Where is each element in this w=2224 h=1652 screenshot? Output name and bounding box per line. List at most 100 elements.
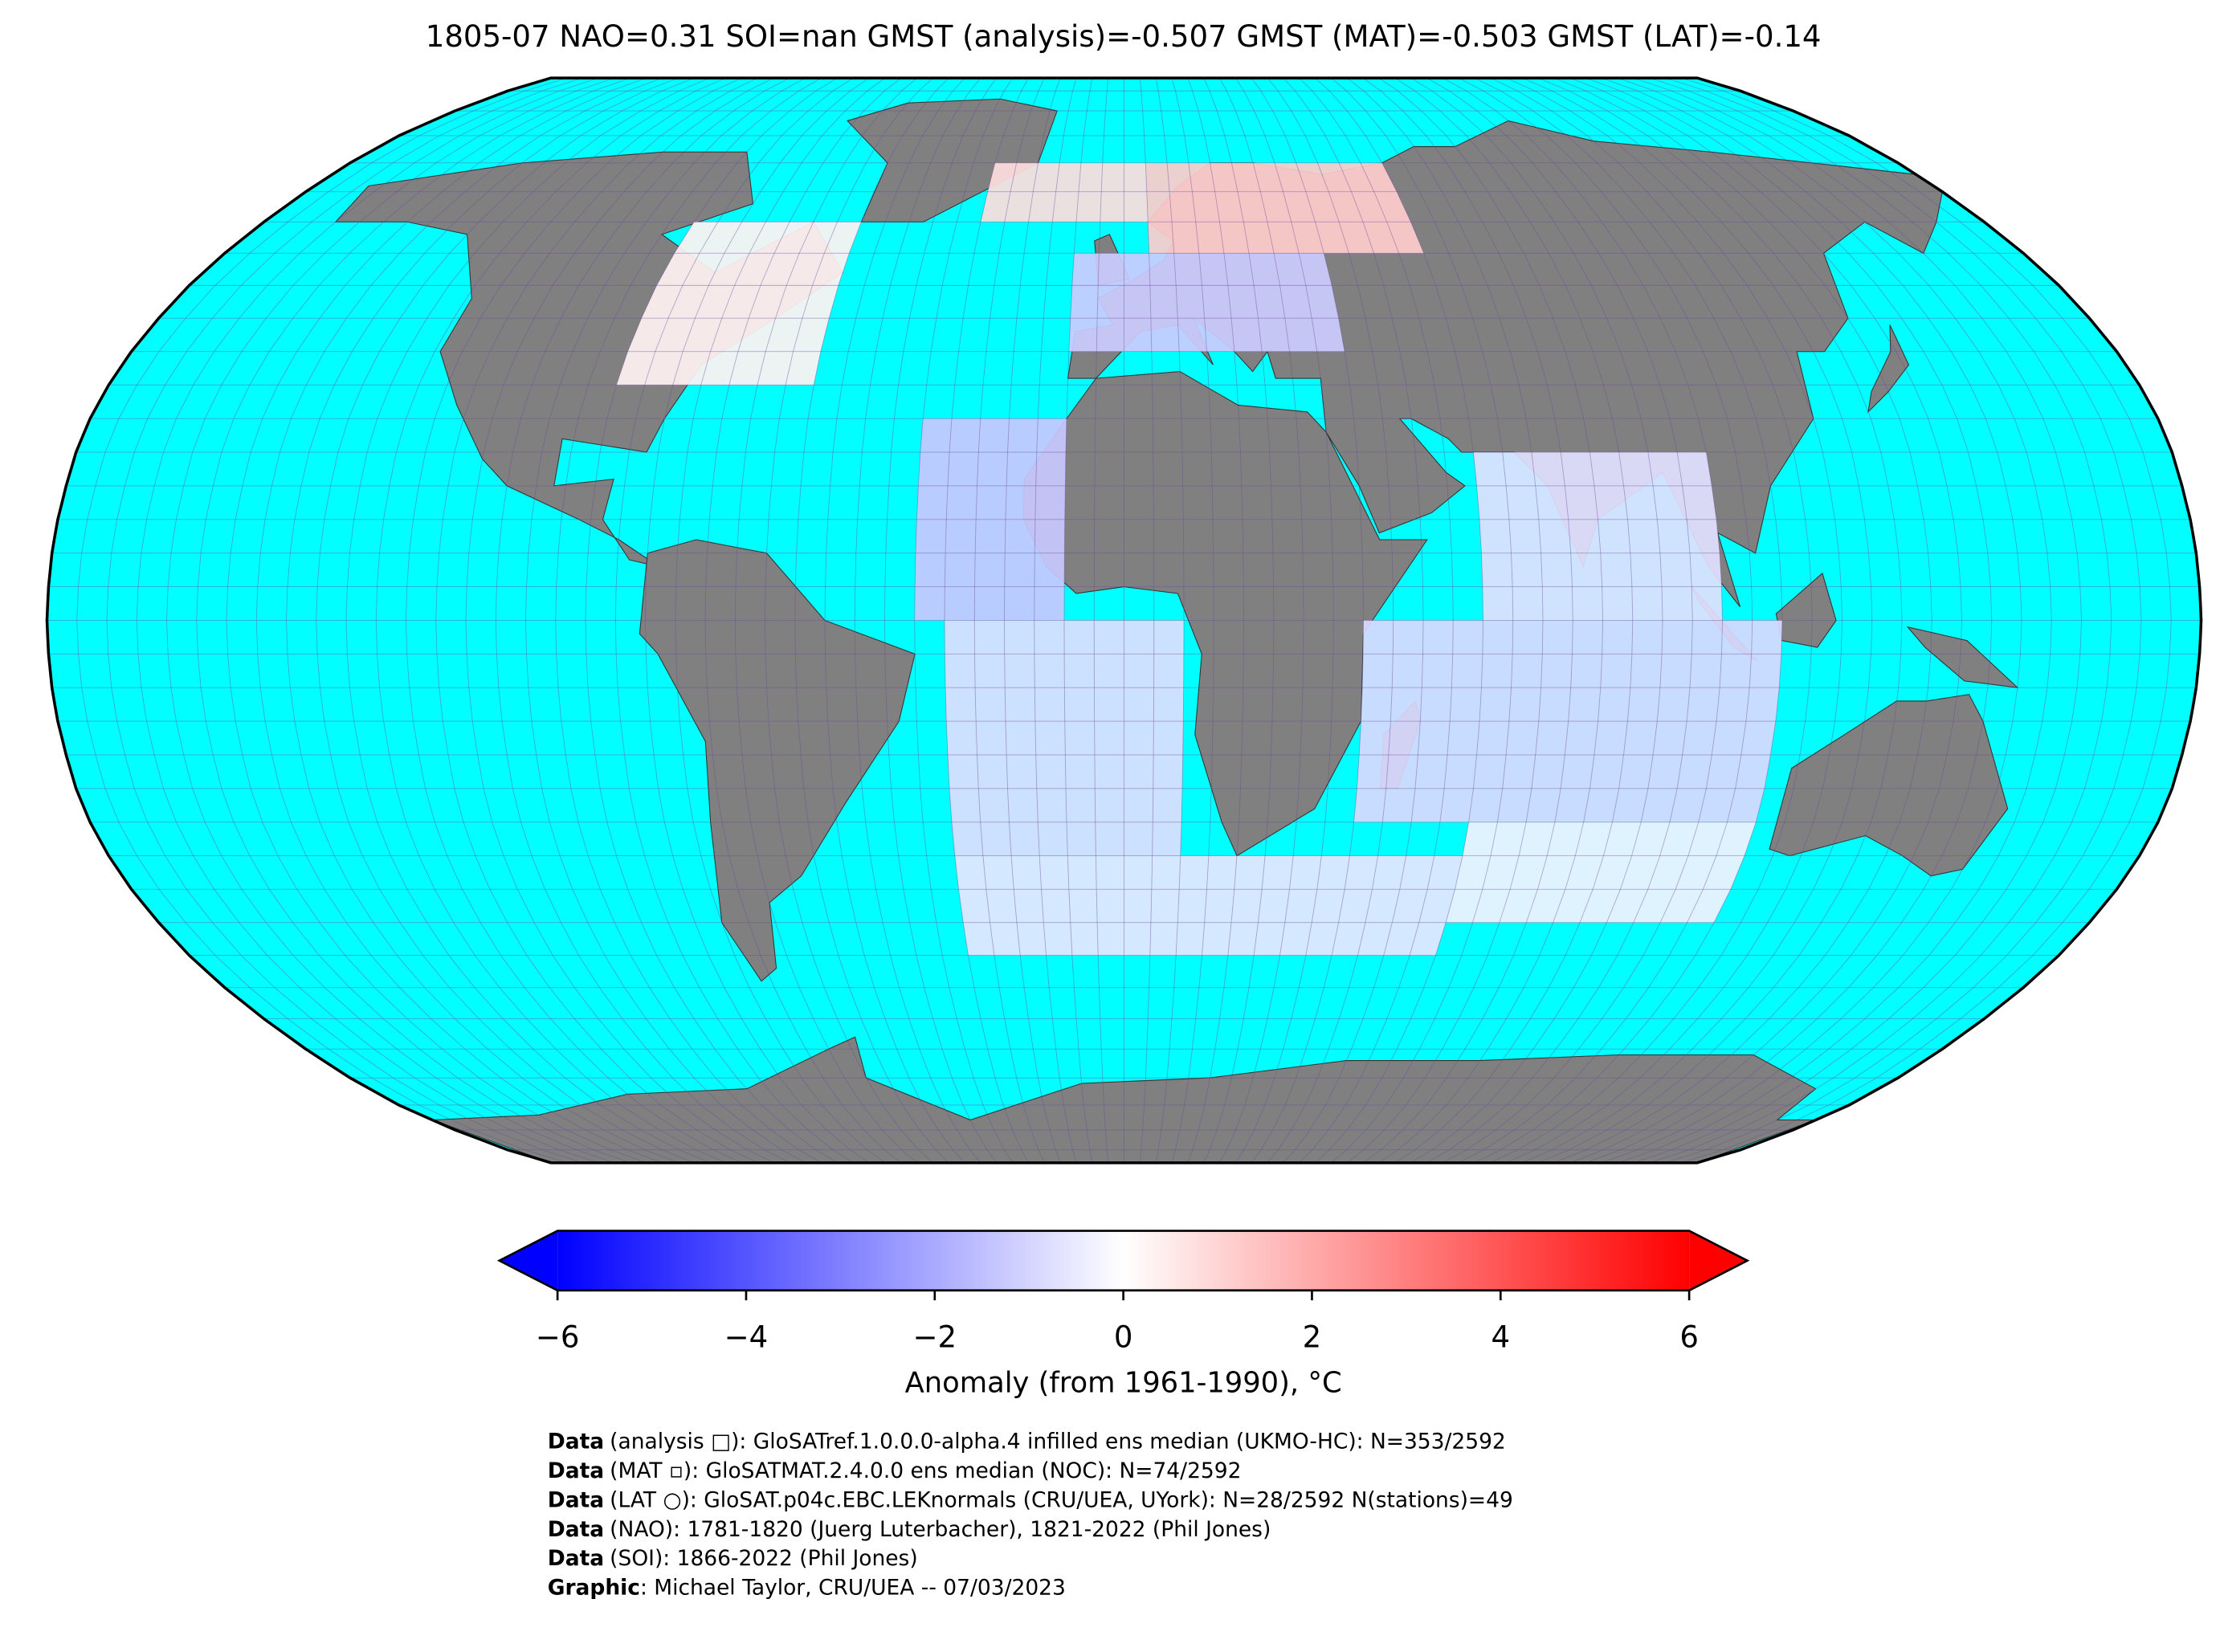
meridian <box>824 78 965 1163</box>
footer-text: (SOI): 1866-2022 (Phil Jones) <box>610 1546 917 1571</box>
meridian <box>1203 78 1275 1163</box>
footer-line: Data (analysis □): GloSATref.1.0.0.0-alph… <box>548 1429 1506 1454</box>
colorbar-tick-label: −4 <box>724 1320 769 1354</box>
meridian <box>1139 78 1155 1163</box>
anomaly-cell <box>1473 452 1723 621</box>
meridian <box>1219 78 1304 1163</box>
footer-text: (LAT ○): GloSAT.p04c.EBC.LEKnormals (CRU… <box>610 1487 1513 1512</box>
meridian <box>166 78 615 1163</box>
meridian <box>1394 78 1634 1163</box>
colorbar-gradient <box>557 1230 1690 1291</box>
meridian <box>435 78 758 1163</box>
landmass <box>1906 626 2019 688</box>
map-title: 1805-07 NAO=0.31 SOI=nan GMST (analysis)… <box>426 19 1822 54</box>
anomaly-cell <box>1353 620 1782 822</box>
meridian <box>1034 78 1077 1163</box>
meridian <box>106 78 583 1163</box>
anomaly-cell <box>1145 162 1424 254</box>
anomaly-cell <box>1446 822 1757 923</box>
colorbar-extend-high <box>1689 1230 1748 1291</box>
meridian <box>1410 78 1663 1163</box>
colorbar-tick-label: 0 <box>1114 1320 1133 1354</box>
landmass <box>639 539 916 982</box>
footer-line: Data (SOI): 1866-2022 (Phil Jones) <box>548 1546 918 1571</box>
meridian <box>1553 78 1932 1163</box>
meridian <box>196 78 631 1163</box>
meridian <box>854 78 981 1163</box>
meridian <box>1442 78 1723 1163</box>
meridian <box>1315 78 1483 1163</box>
anomaly-cell <box>616 222 862 385</box>
meridian <box>1171 78 1214 1163</box>
meridian <box>226 78 647 1163</box>
colorbar-tick-label: 2 <box>1303 1320 1322 1354</box>
meridian <box>316 78 695 1163</box>
landmass <box>1022 371 1428 857</box>
colorbar-tick-label: 6 <box>1679 1320 1699 1354</box>
meridian <box>375 78 727 1163</box>
meridian <box>884 78 998 1163</box>
landmass <box>847 98 1058 222</box>
meridian <box>345 78 711 1163</box>
meridian <box>495 78 790 1163</box>
footer-label: Data <box>548 1546 604 1571</box>
anomaly-cell <box>944 620 1185 856</box>
meridian <box>525 78 806 1163</box>
meridian <box>1155 78 1185 1163</box>
landmass <box>432 1036 1817 1163</box>
meridian <box>1251 78 1364 1163</box>
meridian <box>1537 78 1903 1163</box>
meridian <box>1474 78 1783 1163</box>
meridian <box>1569 78 1962 1163</box>
footer-text: (analysis □): GloSATref.1.0.0.0-alpha.4 … <box>610 1429 1506 1454</box>
meridian <box>1063 78 1093 1163</box>
colorbar-extend-low <box>499 1230 558 1291</box>
footer-line: Data (LAT ○): GloSAT.p04c.EBC.LEKnormals … <box>548 1487 1513 1512</box>
footer-label: Data <box>548 1487 604 1512</box>
meridian <box>704 78 902 1163</box>
colorbar-tick-label: 4 <box>1491 1320 1510 1354</box>
landmass <box>334 151 843 568</box>
footer-label: Data <box>548 1516 604 1541</box>
meridian <box>765 78 933 1163</box>
meridian <box>1458 78 1753 1163</box>
footer-label: Data <box>548 1458 604 1483</box>
meridian <box>1346 78 1544 1163</box>
colorbar-label: Anomaly (from 1961-1990), °C <box>905 1366 1342 1399</box>
meridian <box>1506 78 1842 1163</box>
meridian <box>76 78 567 1163</box>
colorbar: −6 −4 −2 0 2 4 6 Anomaly (from 1961-1990), °C <box>496 1230 1750 1399</box>
meridian <box>614 78 854 1163</box>
meridian <box>1299 78 1454 1163</box>
footer-line: Data (NAO): 1781-1820 (Juerg Luterbacher)… <box>548 1516 1271 1541</box>
meridian <box>1665 78 2142 1163</box>
footer-line: Data (MAT ▫): GloSATMAT.2.4.0.0 ens media… <box>548 1458 1242 1483</box>
meridian <box>1426 78 1693 1163</box>
landmass <box>1867 324 1910 414</box>
meridian <box>255 78 663 1163</box>
footer-text: (MAT ▫): GloSATMAT.2.4.0.0 ens median (N… <box>610 1458 1241 1483</box>
footer-label: Graphic <box>548 1575 640 1600</box>
meridian <box>1490 78 1813 1163</box>
meridian <box>1585 78 1993 1163</box>
meridian <box>1283 78 1424 1163</box>
meridian <box>1521 78 1873 1163</box>
meridian <box>1378 78 1603 1163</box>
meridian <box>1093 78 1109 1163</box>
anomaly-cell <box>980 162 1149 222</box>
meridian <box>286 78 679 1163</box>
landmass <box>1769 694 2009 877</box>
meridian <box>794 78 949 1163</box>
meridian <box>1633 78 2082 1163</box>
meridian <box>1234 78 1334 1163</box>
anomaly-cell <box>954 855 1463 956</box>
meridian <box>734 78 918 1163</box>
footer-text: (NAO): 1781-1820 (Juerg Luterbacher), 18… <box>610 1516 1271 1541</box>
meridian <box>585 78 838 1163</box>
meridian <box>1362 78 1573 1163</box>
footer-text: : Michael Taylor, CRU/UEA -- 07/03/2023 <box>640 1575 1066 1600</box>
meridian <box>1267 78 1394 1163</box>
meridian <box>1681 78 2172 1163</box>
